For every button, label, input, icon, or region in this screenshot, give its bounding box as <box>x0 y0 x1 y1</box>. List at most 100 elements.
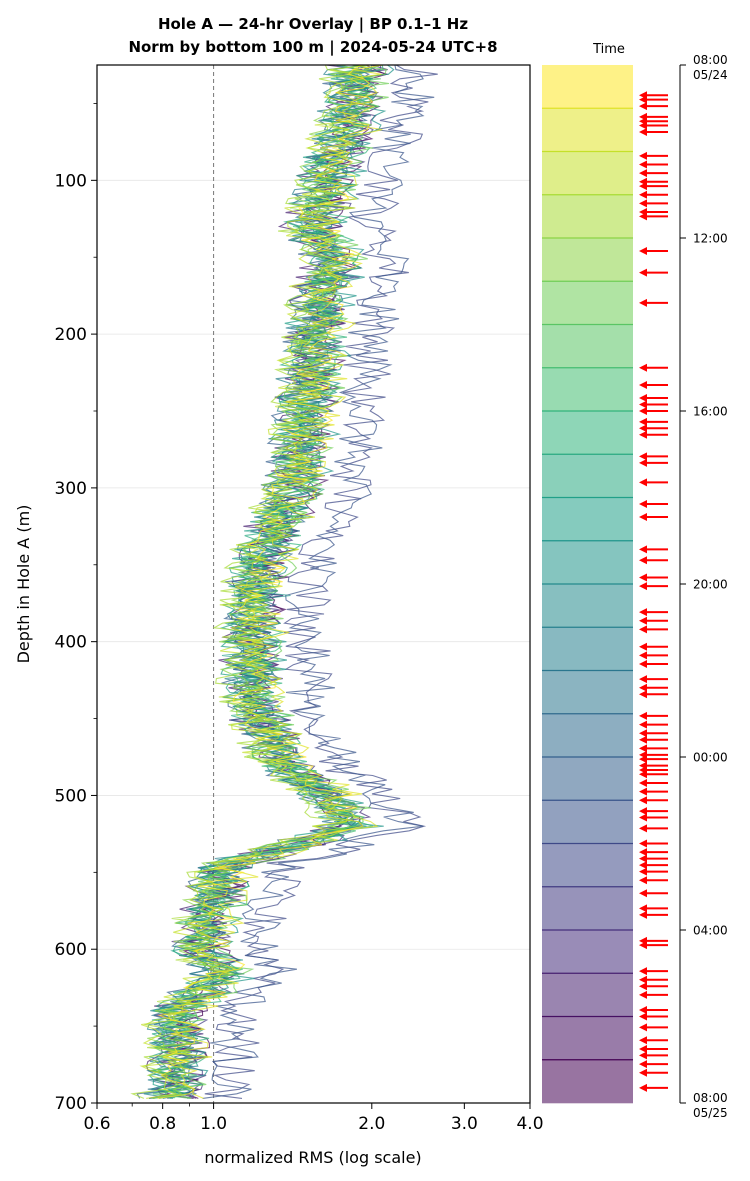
event-arrow <box>639 452 668 461</box>
event-arrow <box>639 190 668 199</box>
event-arrow <box>639 512 668 521</box>
event-arrow-head <box>639 683 647 692</box>
event-arrow-head <box>639 499 647 508</box>
y-tick-label: 500 <box>55 786 87 806</box>
event-arrow <box>639 1083 668 1092</box>
event-arrow <box>639 478 668 487</box>
event-arrow-head <box>639 1044 647 1053</box>
event-arrow-head <box>639 729 647 738</box>
event-arrow <box>639 298 668 307</box>
event-arrow-head <box>639 1083 647 1092</box>
event-arrow-head <box>639 608 647 617</box>
event-arrow <box>639 1068 668 1077</box>
colorbar-band <box>542 800 633 844</box>
colorbar-band <box>542 194 633 239</box>
event-arrow-head <box>639 573 647 582</box>
event-arrow-head <box>639 778 647 787</box>
series-line <box>202 64 435 1099</box>
y-axis-ticks: 100 200 300 400 500 600 700 <box>55 103 97 1114</box>
time-tick-label: 12:00 <box>693 232 728 246</box>
event-arrow <box>639 941 668 950</box>
colorbar-band <box>542 930 633 974</box>
event-arrow-head <box>639 246 647 255</box>
event-arrow <box>639 212 668 221</box>
event-arrow-head <box>639 582 647 591</box>
event-arrow-head <box>639 95 647 104</box>
event-arrow <box>639 394 668 403</box>
event-arrow-head <box>639 394 647 403</box>
event-arrow <box>639 861 668 870</box>
event-arrow-head <box>639 889 647 898</box>
event-arrow <box>639 1044 668 1053</box>
event-arrow-head <box>639 642 647 651</box>
event-arrow <box>639 675 668 684</box>
time-tick-label: 08:00 <box>693 53 728 67</box>
colorbar-band <box>542 584 633 628</box>
event-arrow <box>639 839 668 848</box>
event-arrow-head <box>639 417 647 426</box>
colorbar-band <box>542 886 633 931</box>
plot-frame <box>96 64 531 1104</box>
event-arrow <box>639 1060 668 1069</box>
event-arrow-head <box>639 910 647 919</box>
event-arrow <box>639 990 668 999</box>
event-arrow <box>639 363 668 372</box>
event-arrow-head <box>639 787 647 796</box>
event-arrow <box>639 458 668 467</box>
x-tick-label: 1.0 <box>200 1114 227 1134</box>
event-arrow <box>639 729 668 738</box>
event-arrow-head <box>639 1036 647 1045</box>
event-arrow <box>639 1012 668 1021</box>
colorbar-band <box>542 281 633 325</box>
event-arrow-head <box>639 1051 647 1060</box>
colorbar-band <box>542 713 633 758</box>
event-arrow <box>639 95 668 104</box>
event-arrow-head <box>639 102 647 111</box>
event-arrow-head <box>639 128 647 137</box>
series-line <box>139 64 371 1099</box>
x-tick-label: 0.8 <box>149 1114 176 1134</box>
event-arrow-head <box>639 160 647 169</box>
event-arrow-head <box>639 744 647 753</box>
event-arrow <box>639 967 668 976</box>
event-arrow <box>639 430 668 439</box>
event-arrow <box>639 975 668 984</box>
event-arrow-head <box>639 876 647 885</box>
event-arrow <box>639 616 668 625</box>
event-arrow-head <box>639 770 647 779</box>
colorbar-band <box>542 108 633 152</box>
event-arrow-head <box>639 1068 647 1077</box>
event-arrow <box>639 787 668 796</box>
event-arrow <box>639 400 668 409</box>
event-arrow-head <box>639 651 647 660</box>
event-arrow-head <box>639 735 647 744</box>
event-arrow <box>639 582 668 591</box>
colorbar-band <box>542 497 633 542</box>
y-axis-label: Depth in Hole A (m) <box>14 505 33 664</box>
event-arrow <box>639 910 668 919</box>
event-arrow-head <box>639 381 647 390</box>
y-tick-label: 200 <box>55 325 87 345</box>
event-arrow <box>639 199 668 208</box>
event-arrow <box>639 778 668 787</box>
event-arrow-head <box>639 512 647 521</box>
event-arrow <box>639 499 668 508</box>
chart-subtitle: Norm by bottom 100 m | 2024-05-24 UTC+8 <box>128 38 497 57</box>
event-arrow <box>639 608 668 617</box>
event-arrow <box>639 1036 668 1045</box>
event-arrow-head <box>639 711 647 720</box>
event-arrow-head <box>639 424 647 433</box>
event-arrow-head <box>639 121 647 130</box>
event-arrow-head <box>639 199 647 208</box>
time-tick-label: 16:00 <box>693 405 728 419</box>
series-line <box>158 64 395 1099</box>
time-tick-label: 08:00 <box>693 1091 728 1105</box>
colorbar-label: Time <box>592 42 625 57</box>
event-arrow-head <box>639 363 647 372</box>
event-arrow <box>639 982 668 991</box>
event-arrow <box>639 1006 668 1015</box>
series-layer <box>130 64 438 1099</box>
colorbar-band <box>542 843 633 888</box>
time-axis: 08:0005/2412:0016:0020:0000:0004:0008:00… <box>679 53 728 1120</box>
event-arrow <box>639 848 668 857</box>
